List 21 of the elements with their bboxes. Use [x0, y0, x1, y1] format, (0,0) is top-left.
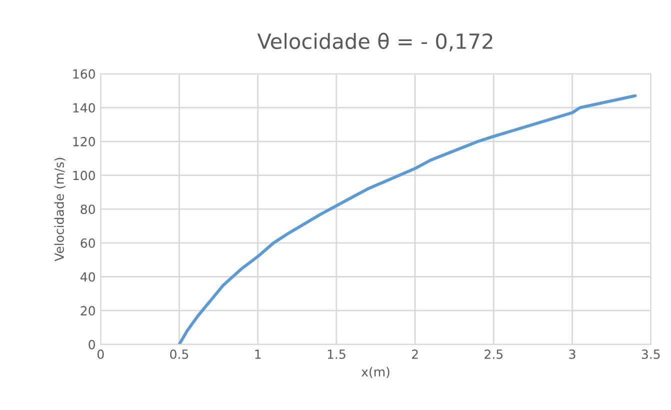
y-tick-label: 80 [80, 204, 95, 214]
y-tick-label: 100 [73, 170, 95, 180]
y-tick-label: 20 [80, 306, 95, 316]
y-tick-label: 0 [88, 340, 95, 350]
y-tick-label: 40 [80, 272, 95, 282]
y-axis-title: Velocidade (m/s) [54, 158, 66, 262]
x-axis-title: x(m) [361, 366, 390, 378]
x-tick-label: 0.5 [170, 349, 188, 359]
x-tick-label: 2 [412, 349, 418, 359]
y-tick-label: 120 [73, 136, 95, 146]
x-tick-label: 3.5 [642, 349, 660, 359]
y-tick-label: 160 [73, 69, 95, 79]
x-tick-label: 0 [98, 349, 104, 359]
x-tick-label: 3 [569, 349, 576, 359]
x-tick-label: 2.5 [484, 349, 503, 359]
x-tick-label: 1.5 [328, 350, 346, 359]
x-tick-label: 1 [255, 350, 261, 359]
line-series [178, 94, 637, 344]
chart-title: Velocidade θ = - 0,172 [257, 32, 492, 52]
y-tick-label: 140 [73, 103, 95, 113]
y-tick-label: 60 [80, 238, 95, 248]
